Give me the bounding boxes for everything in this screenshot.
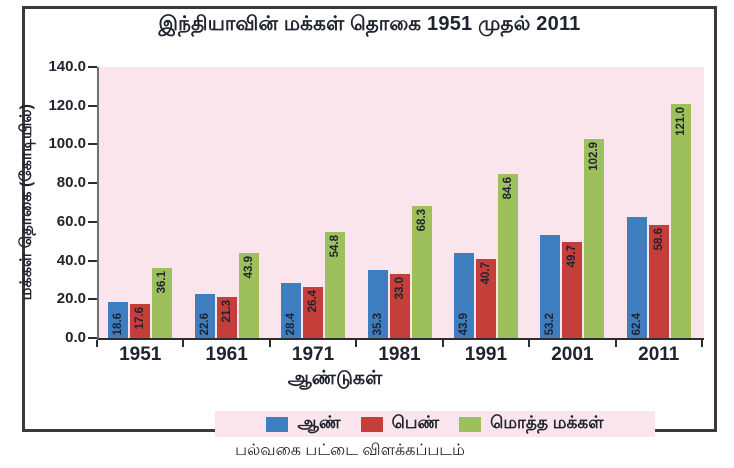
bar-value-label: 84.6	[501, 177, 514, 200]
bar-value-label: 62.4	[630, 312, 643, 335]
bar-female-1981: 33.0	[389, 274, 410, 338]
y-tick-label: 40.0	[56, 251, 86, 269]
x-tick-mark	[528, 340, 531, 347]
x-category-label: 1981	[378, 344, 421, 365]
bar-female-1991: 40.7	[475, 259, 496, 338]
bar-total-2001: 102.9	[584, 138, 605, 338]
bar-total-1961: 43.9	[238, 253, 259, 338]
legend-label-total: மொத்த மக்கள்	[490, 413, 604, 432]
x-tick-mark	[701, 340, 703, 347]
legend-swatch-male	[266, 416, 289, 432]
x-tick-mark	[268, 340, 271, 347]
bar-female-2001: 49.7	[562, 241, 583, 338]
bar-female-1971: 26.4	[303, 286, 324, 338]
bar-value-label: 33.0	[393, 277, 406, 300]
bar-total-1971: 54.8	[325, 231, 346, 338]
y-tick-label: 80.0	[56, 174, 86, 192]
y-tick-label: 140.0	[48, 58, 86, 75]
bar-value-label: 18.6	[112, 312, 125, 335]
bar-value-label: 102.9	[588, 141, 601, 171]
bar-value-label: 58.6	[652, 227, 665, 250]
legend-swatch-female	[360, 416, 383, 432]
bar-value-label: 17.6	[134, 306, 147, 330]
bar-total-1991: 84.6	[497, 174, 518, 338]
bar-value-label: 121.0	[674, 106, 687, 136]
y-tick-mark	[88, 337, 97, 339]
chart-title: இந்தியாவின் மக்கள் தொகை 1951 முதல் 2011	[158, 13, 581, 35]
bar-value-label: 28.4	[285, 312, 298, 335]
bar-value-label: 53.2	[544, 312, 557, 335]
y-tick-mark	[88, 259, 97, 262]
y-tick-mark	[88, 66, 97, 68]
y-tick-label: 60.0	[56, 212, 86, 230]
bar-value-label: 36.1	[156, 271, 169, 294]
x-tick-mark	[441, 340, 444, 347]
legend-item-male: ஆண்	[266, 413, 341, 435]
x-tick-mark	[614, 340, 617, 347]
y-tick-mark	[88, 143, 97, 146]
bar-female-1951: 17.6	[130, 303, 151, 338]
y-tick-mark	[88, 298, 97, 301]
bar-female-2011: 58.6	[648, 224, 669, 338]
x-category-label: 2001	[551, 344, 594, 365]
bar-male-1971: 28.4	[281, 283, 302, 338]
x-axis-title: ஆண்டுகள்	[287, 368, 383, 389]
legend-swatch-total	[459, 416, 482, 432]
legend-label-female: பெண்	[391, 413, 440, 432]
bar-value-label: 40.7	[479, 262, 492, 285]
bar-male-2001: 53.2	[540, 235, 561, 338]
x-category-label: 1961	[205, 344, 248, 365]
y-axis-title: மக்கள் தொகை (கோடியில்)	[18, 104, 35, 301]
bar-male-1981: 35.3	[367, 269, 388, 338]
bar-value-label: 35.3	[371, 312, 384, 335]
x-category-label: 2011	[638, 344, 680, 365]
legend-item-total: மொத்த மக்கள்	[459, 413, 604, 435]
bar-value-label: 22.6	[198, 312, 211, 335]
y-tick-mark	[88, 220, 97, 223]
bar-value-label: 68.3	[415, 208, 428, 232]
bar-male-1961: 22.6	[194, 294, 215, 338]
x-category-label: 1951	[119, 344, 162, 365]
bar-value-label: 21.3	[220, 299, 233, 323]
legend-label-male: ஆண்	[297, 413, 341, 432]
bar-value-label: 49.7	[566, 244, 579, 268]
bar-total-1951: 36.1	[152, 268, 173, 338]
x-category-label: 1991	[464, 344, 508, 365]
bar-value-label: 54.8	[329, 234, 342, 258]
bar-female-1961: 21.3	[216, 296, 237, 338]
y-tick-label: 0.0	[65, 329, 86, 346]
bar-male-1951: 18.6	[108, 301, 129, 338]
bar-value-label: 43.9	[242, 256, 255, 279]
bar-value-label: 43.9	[457, 312, 470, 335]
y-tick-mark	[88, 182, 97, 185]
x-tick-mark	[182, 340, 185, 347]
x-category-label: 1971	[291, 344, 335, 365]
x-tick-mark	[355, 340, 358, 347]
bar-male-1991: 43.9	[453, 253, 474, 338]
bar-value-label: 26.4	[307, 289, 320, 313]
bar-male-2011: 62.4	[626, 217, 647, 338]
x-tick-mark	[96, 340, 98, 347]
y-tick-label: 20.0	[56, 290, 86, 308]
chart-legend: ஆண் பெண் மொத்த மக்கள்	[215, 411, 655, 437]
legend-item-female: பெண்	[360, 413, 440, 435]
bar-total-1981: 68.3	[411, 205, 432, 338]
y-tick-label: 100.0	[48, 135, 86, 153]
y-tick-mark	[88, 104, 97, 107]
figure-caption: பல்வகை பட்டை விளக்கப்படம்	[235, 442, 465, 459]
bar-total-2011: 121.0	[670, 103, 691, 338]
y-tick-label: 120.0	[48, 96, 86, 114]
